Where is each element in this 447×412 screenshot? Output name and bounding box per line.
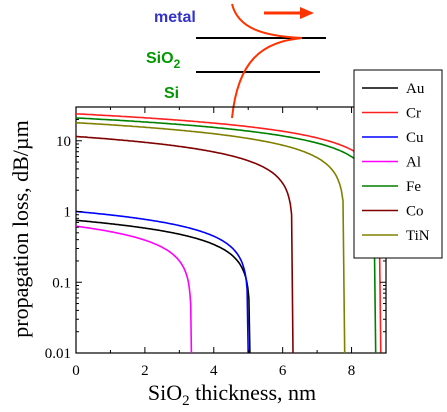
x-axis-title: SiO2 thickness, nm bbox=[148, 380, 316, 409]
legend-label-cr: Cr bbox=[406, 106, 421, 122]
legend-box bbox=[353, 69, 443, 259]
legend-label-co: Co bbox=[406, 204, 424, 220]
y-axis-title: propagation loss, dB/µm bbox=[8, 120, 33, 337]
series-line-co bbox=[75, 135, 294, 354]
y-tick-label: 10 bbox=[56, 134, 71, 150]
series-line-cu bbox=[75, 210, 249, 354]
series-line-fe bbox=[75, 117, 377, 354]
propagation-arrow bbox=[264, 7, 314, 19]
waveguide-inset: metal SiO2 Si bbox=[146, 3, 326, 119]
oxide-label-sub: 2 bbox=[174, 57, 181, 71]
x-tick-label: 4 bbox=[210, 363, 218, 379]
mode-profile-curve bbox=[231, 3, 303, 119]
series-line-tin bbox=[75, 121, 346, 354]
plot-area: 0 2 4 6 8 10 1 0.1 0.01 bbox=[45, 106, 387, 379]
series-line-au bbox=[75, 219, 251, 354]
legend-items: Au Cr Cu Al Fe Co TiN bbox=[362, 81, 430, 244]
legend-label-au: Au bbox=[406, 81, 425, 97]
y-axis: 10 1 0.1 0.01 bbox=[45, 106, 386, 362]
x-axis: 0 2 4 6 8 bbox=[72, 107, 355, 379]
series-line-cr bbox=[75, 113, 382, 354]
x-tick-label: 2 bbox=[141, 363, 149, 379]
legend-label-tin: TiN bbox=[406, 228, 430, 244]
series-line-al bbox=[75, 225, 193, 354]
x-tick-label: 6 bbox=[279, 363, 287, 379]
series-group bbox=[75, 113, 382, 354]
x-tick-label: 8 bbox=[348, 363, 356, 379]
legend-label-fe: Fe bbox=[406, 179, 421, 195]
oxide-label-main: SiO bbox=[146, 50, 174, 67]
legend-label-cu: Cu bbox=[406, 130, 424, 146]
legend-label-al: Al bbox=[406, 155, 421, 171]
y-tick-label: 1 bbox=[64, 205, 72, 221]
oxide-label: SiO2 bbox=[146, 50, 181, 71]
y-tick-label: 0.01 bbox=[45, 346, 71, 362]
legend: Au Cr Cu Al Fe Co TiN bbox=[353, 69, 443, 259]
metal-label: metal bbox=[154, 9, 196, 26]
x-tick-label: 0 bbox=[72, 363, 80, 379]
y-tick-label: 0.1 bbox=[52, 275, 71, 291]
si-label: Si bbox=[164, 85, 179, 102]
